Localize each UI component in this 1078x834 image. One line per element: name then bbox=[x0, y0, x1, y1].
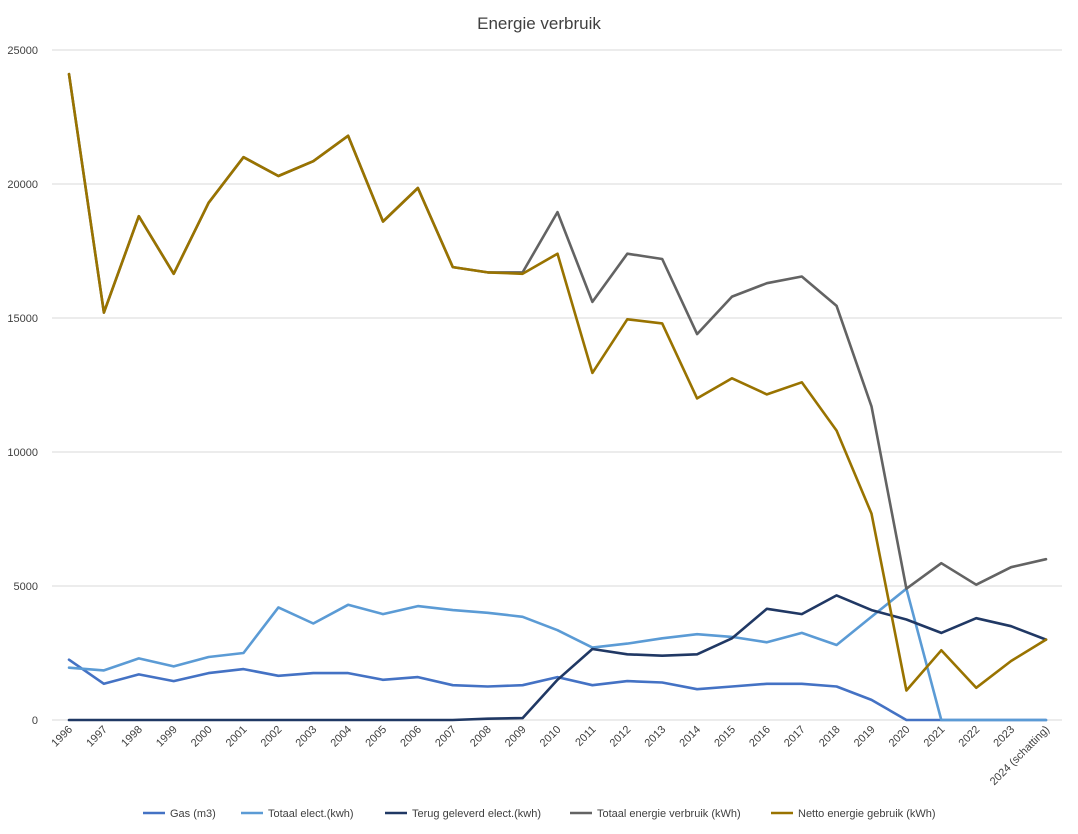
x-tick-label: 2007 bbox=[433, 724, 459, 750]
y-tick-label: 25000 bbox=[7, 45, 38, 57]
y-tick-label: 0 bbox=[32, 715, 38, 727]
x-tick-label: 1999 bbox=[154, 724, 180, 750]
x-tick-label: 2003 bbox=[294, 724, 320, 750]
y-tick-label: 15000 bbox=[7, 313, 38, 325]
y-tick-label: 10000 bbox=[7, 447, 38, 459]
legend-label: Totaal energie verbruik (kWh) bbox=[597, 808, 741, 820]
x-tick-label: 1997 bbox=[84, 724, 110, 750]
legend-item-totaal-energie-verbruik-kwh: Totaal energie verbruik (kWh) bbox=[570, 808, 741, 820]
x-tick-label: 2002 bbox=[259, 724, 285, 750]
gridlines bbox=[52, 49, 1062, 587]
x-tick-label: 2019 bbox=[852, 724, 878, 750]
x-tick-label: 2018 bbox=[817, 724, 843, 750]
series-line-totaal-energie-verbruik-kwh bbox=[67, 72, 1048, 591]
x-tick-label: 2011 bbox=[573, 724, 598, 749]
legend-item-gas-m3: Gas (m3) bbox=[143, 808, 216, 820]
series-line-netto-energie-gebruik-kwh bbox=[67, 72, 1048, 692]
legend-label: Netto energie gebruik (kWh) bbox=[798, 808, 936, 820]
x-tick-label: 2006 bbox=[398, 724, 424, 750]
x-tick-label: 2024 (schatting) bbox=[988, 724, 1052, 788]
series-line-totaal-elect-kwh bbox=[67, 587, 1048, 722]
x-tick-label: 2014 bbox=[677, 724, 703, 750]
x-tick-label: 2017 bbox=[782, 724, 808, 750]
x-tick-label: 2010 bbox=[538, 724, 564, 750]
x-tick-label: 2020 bbox=[887, 724, 913, 750]
x-tick-label: 2000 bbox=[189, 724, 215, 750]
legend-item-terug-geleverd-elect-kwh: Terug geleverd elect.(kwh) bbox=[385, 808, 541, 820]
y-axis-ticks: 0 5000 10000 15000 20000 25000 bbox=[7, 45, 38, 727]
series-lines bbox=[67, 72, 1048, 722]
x-tick-label: 2015 bbox=[712, 724, 738, 750]
x-tick-label: 2023 bbox=[991, 724, 1017, 750]
x-tick-label: 2022 bbox=[957, 724, 983, 750]
x-tick-label: 2008 bbox=[468, 724, 494, 750]
x-tick-label: 2012 bbox=[608, 724, 634, 750]
legend-item-totaal-elect-kwh: Totaal elect.(kwh) bbox=[241, 808, 354, 820]
x-tick-label: 1996 bbox=[49, 724, 75, 750]
chart-title: Energie verbruik bbox=[477, 14, 601, 33]
legend-label: Totaal elect.(kwh) bbox=[268, 808, 354, 820]
series-line-gas-m3 bbox=[67, 658, 1048, 722]
x-tick-label: 2021 bbox=[922, 724, 948, 750]
series-line-terug-geleverd-elect-kwh bbox=[67, 594, 1048, 722]
legend-label: Terug geleverd elect.(kwh) bbox=[412, 808, 541, 820]
x-tick-label: 1998 bbox=[119, 724, 145, 750]
legend: Gas (m3) Totaal elect.(kwh) Terug geleverd… bbox=[143, 808, 936, 820]
legend-label: Gas (m3) bbox=[170, 808, 216, 820]
x-tick-label: 2004 bbox=[328, 724, 354, 750]
x-tick-label: 2016 bbox=[747, 724, 773, 750]
x-tick-label: 2013 bbox=[643, 724, 669, 750]
x-axis-ticks: 1996 1997 1998 1999 2000 2001 2002 2003 2004 2005… bbox=[49, 724, 1052, 788]
y-tick-label: 20000 bbox=[7, 179, 38, 191]
x-tick-label: 2009 bbox=[503, 724, 529, 750]
legend-item-netto-energie-gebruik-kwh: Netto energie gebruik (kWh) bbox=[771, 808, 936, 820]
x-tick-label: 2005 bbox=[363, 724, 389, 750]
x-tick-label: 2001 bbox=[224, 724, 250, 750]
y-tick-label: 5000 bbox=[14, 581, 38, 593]
